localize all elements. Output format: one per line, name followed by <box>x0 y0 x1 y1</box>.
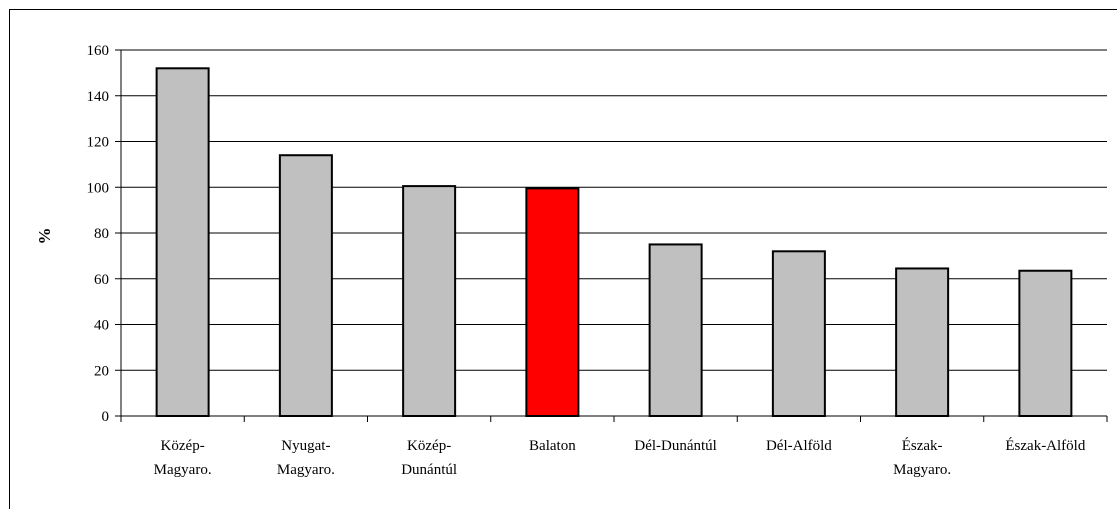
y-tick-label: 20 <box>94 363 109 379</box>
y-tick-label: 160 <box>87 43 110 59</box>
bar <box>402 185 457 417</box>
x-category-label: Dél-Dunántúl <box>634 438 716 454</box>
bar <box>895 267 950 417</box>
bar <box>1018 269 1073 417</box>
bar <box>525 187 580 417</box>
x-category-label: Észak-Alföld <box>1005 437 1085 454</box>
x-category-label: Nyugat- <box>281 438 330 454</box>
x-category-labels: Közép- Magyaro. Nyugat- Magyaro. Közép- Dunán… <box>154 437 1086 478</box>
x-category-label: Észak- <box>902 437 943 454</box>
x-category-label: Magyaro. <box>893 462 951 478</box>
y-tick-label: 60 <box>94 272 109 288</box>
x-category-label: Dunántúl <box>401 462 457 478</box>
gridlines <box>121 49 1107 371</box>
axes <box>115 49 1108 422</box>
bar <box>278 154 333 417</box>
chart-frame <box>9 9 1117 509</box>
x-category-label: Dél-Alföld <box>766 438 832 454</box>
y-axis-title: % <box>35 228 54 245</box>
bar <box>648 243 703 417</box>
x-category-label: Magyaro. <box>154 462 212 478</box>
y-tick-label: 100 <box>87 180 110 196</box>
bar <box>771 250 826 417</box>
y-tick-label: 80 <box>94 226 109 242</box>
bars <box>155 67 1073 418</box>
y-tick-labels: 0 20 40 60 80 100 120 140 160 <box>87 43 110 425</box>
y-tick-label: 0 <box>102 409 110 425</box>
x-category-label: Közép- <box>407 438 451 454</box>
x-category-label: Balaton <box>529 438 576 454</box>
x-category-label: Közép- <box>161 438 205 454</box>
x-category-label: Magyaro. <box>277 462 335 478</box>
y-tick-label: 40 <box>94 318 109 334</box>
y-tick-label: 120 <box>87 135 110 151</box>
bar <box>155 67 210 418</box>
y-tick-label: 140 <box>87 89 110 105</box>
